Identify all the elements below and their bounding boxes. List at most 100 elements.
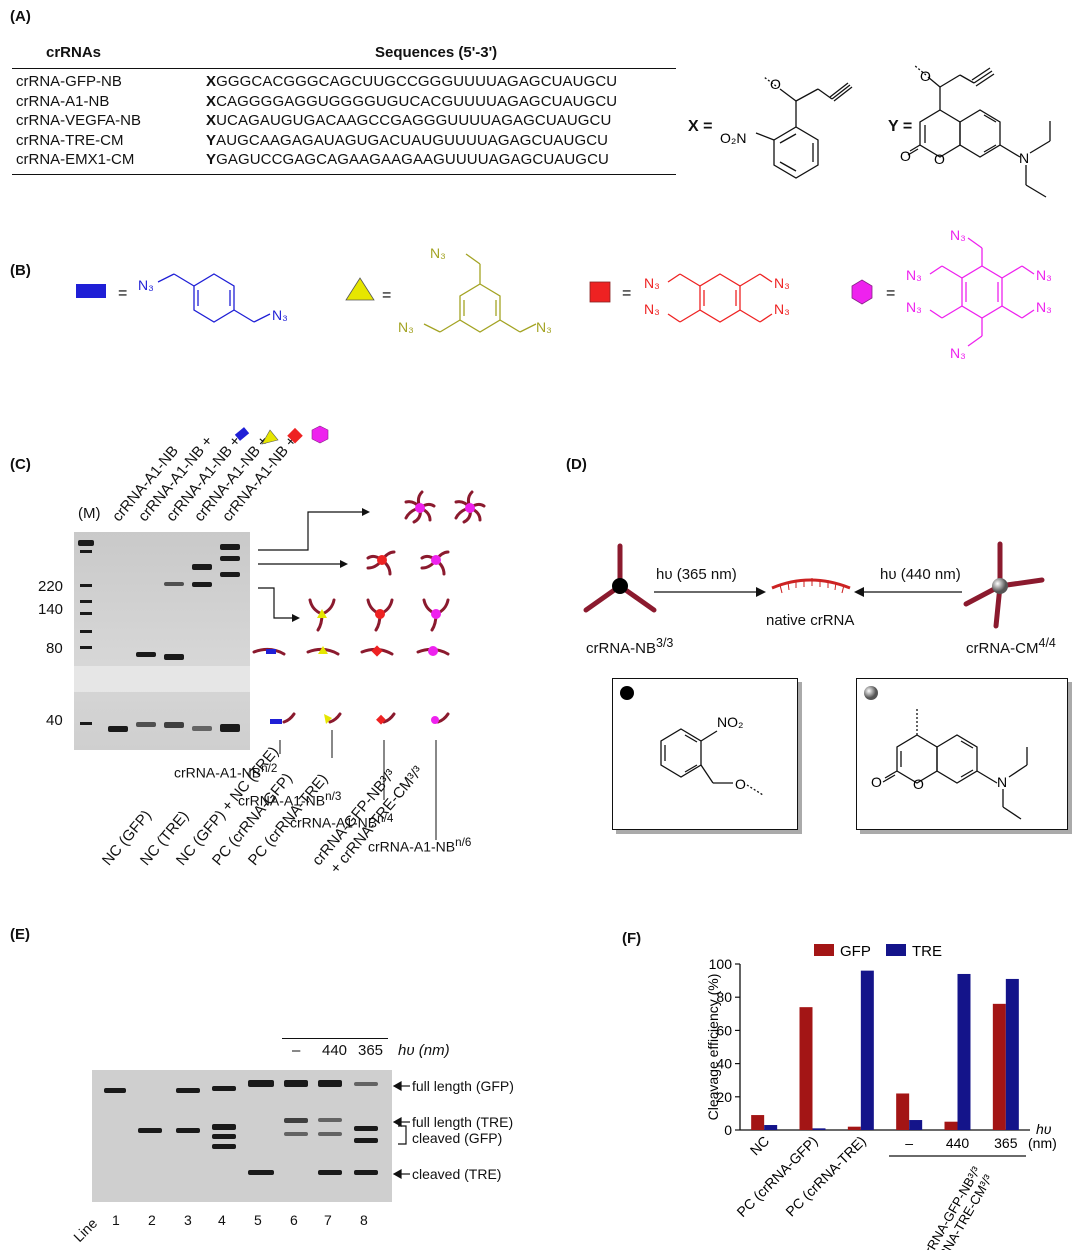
hexakis-azide-structure bbox=[929, 237, 1035, 347]
legend-swatch-tre bbox=[886, 944, 906, 956]
marker-80: 80 bbox=[46, 640, 63, 657]
table-row-name: crRNA-GFP-NB bbox=[16, 73, 122, 90]
band-arrows-e bbox=[392, 1080, 410, 1180]
bar-gfp bbox=[944, 1121, 958, 1130]
y-tick-label: 20 bbox=[716, 1089, 732, 1105]
group-rule-e bbox=[282, 1038, 388, 1039]
bar-gfp bbox=[847, 1126, 861, 1130]
bar-gfp bbox=[751, 1115, 765, 1130]
nitrobenzyl-box: NO₂ O bbox=[612, 678, 798, 830]
hv-440-label: hυ (440 nm) bbox=[880, 566, 961, 583]
svg-text:N₃: N₃ bbox=[906, 299, 922, 315]
hv-symbol: hυ bbox=[1036, 1121, 1052, 1137]
legend-swatch-gfp bbox=[814, 944, 834, 956]
line-label: Line bbox=[70, 1214, 101, 1246]
svg-text:N₃: N₃ bbox=[138, 277, 154, 293]
marker-220: 220 bbox=[38, 578, 64, 595]
hv-col-none: – bbox=[292, 1042, 301, 1059]
x-structure-nitrobenzyl: O O₂N bbox=[720, 76, 853, 179]
table-row-seq: YGAGUCCGAGCAGAAGAAGAAGUUUUAGAGCUAUGCU bbox=[206, 151, 609, 169]
svg-text:N₃: N₃ bbox=[398, 319, 414, 335]
two-arm-linker-symbol bbox=[76, 284, 106, 298]
assembly-diagram-c bbox=[252, 490, 486, 758]
svg-text:N₃: N₃ bbox=[644, 301, 660, 317]
line-number: 3 bbox=[184, 1212, 192, 1228]
species-label-n3: crRNA-A1-NBn/3 bbox=[238, 790, 342, 809]
lane-linker-symbols bbox=[234, 425, 329, 445]
ring-oxygen-label: O bbox=[934, 151, 945, 167]
crrna-sequences: XGGGCACGGGCAGCUUGCCGGGUUUUAGAGCUAUGCU XC… bbox=[206, 72, 617, 170]
panel-f-label: (F) bbox=[622, 930, 642, 947]
svg-text:N₃: N₃ bbox=[1036, 299, 1052, 315]
table-row-seq: YAUGCAAGAGAUAGUGACUAUGUUUUAGAGCUAUGCU bbox=[206, 131, 609, 149]
bis-azide-structure bbox=[157, 273, 271, 323]
line-number: 4 bbox=[218, 1212, 226, 1228]
svg-text:N₃: N₃ bbox=[1036, 267, 1052, 283]
bar-tre bbox=[860, 970, 874, 1130]
band-label-full-tre: full length (TRE) bbox=[412, 1114, 514, 1130]
three-arm-linker-symbol bbox=[345, 277, 375, 301]
nitrogen-label: N bbox=[1019, 150, 1029, 166]
species-label-n6: crRNA-A1-NBn/6 bbox=[368, 836, 472, 855]
gel-bands-e bbox=[104, 1080, 378, 1175]
hv-category-label: 365 bbox=[994, 1135, 1018, 1151]
band-label-cleaved-gfp: cleaved (GFP) bbox=[412, 1130, 503, 1146]
svg-text:N₃: N₃ bbox=[950, 228, 966, 243]
line-number: 2 bbox=[148, 1212, 156, 1228]
crrna-cm-label: crRNA-CM4/4 bbox=[966, 636, 1056, 657]
species-label-n2: crRNA-A1-NBn/2 bbox=[174, 762, 278, 781]
x-equals: X = bbox=[688, 118, 713, 135]
linker-structures: = N₃ N₃ = N₃ N₃ N₃ = bbox=[76, 228, 1052, 361]
svg-text:O: O bbox=[735, 776, 746, 792]
panel-b-label: (B) bbox=[10, 262, 31, 279]
svg-text:NO₂: NO₂ bbox=[717, 714, 743, 730]
gel-image-c bbox=[74, 532, 250, 750]
table-row-seq: XUCAGAUGUGACAAGCCGAGGGUUUUAGAGCUAUGCU bbox=[206, 112, 612, 130]
hv-unit-e: hυ (nm) bbox=[398, 1042, 450, 1059]
category-label: PC (crRNA-GFP) bbox=[733, 1133, 820, 1220]
y-tick-label: 0 bbox=[724, 1122, 732, 1138]
table-row-seq: XCAGGGGAGGUGGGGUGUCACGUUUUAGAGCUAUGCU bbox=[206, 92, 618, 110]
panel-a-label: (A) bbox=[10, 8, 31, 25]
nitro-label: O₂N bbox=[720, 130, 746, 146]
table-row-name: crRNA-EMX1-CM bbox=[16, 151, 135, 169]
line-number: 7 bbox=[324, 1212, 332, 1228]
hv-col-365: 365 bbox=[358, 1042, 384, 1059]
panel-c-label: (C) bbox=[10, 456, 31, 473]
coumarin-box: O O N bbox=[856, 678, 1068, 830]
oxygen-label: O bbox=[920, 68, 931, 84]
y-structure-coumarin: O O O N bbox=[900, 64, 1051, 198]
svg-text:N₃: N₃ bbox=[430, 245, 446, 261]
hv-col-440: 440 bbox=[322, 1042, 348, 1059]
table-bottom-rule bbox=[12, 174, 676, 175]
hv-category-label: 440 bbox=[946, 1135, 970, 1151]
lane-label-marker: (M) bbox=[78, 505, 101, 522]
line-number: 5 bbox=[254, 1212, 262, 1228]
line-number: 8 bbox=[360, 1212, 368, 1228]
svg-text:=: = bbox=[382, 287, 391, 304]
bar-tre bbox=[1005, 978, 1019, 1130]
svg-text:N: N bbox=[997, 774, 1007, 790]
equals-sign: = bbox=[118, 285, 127, 302]
svg-text:=: = bbox=[622, 285, 631, 302]
svg-text:O: O bbox=[913, 776, 924, 792]
gel-image-e bbox=[92, 1070, 392, 1202]
six-arm-linker-symbol bbox=[851, 279, 873, 305]
y-tick-label: 80 bbox=[716, 989, 732, 1005]
four-arm-linker-symbol bbox=[589, 281, 611, 303]
y-equals: Y = bbox=[888, 118, 913, 135]
marker-140: 140 bbox=[38, 601, 64, 618]
bar-gfp bbox=[896, 1093, 910, 1130]
bar-tre bbox=[764, 1125, 778, 1130]
svg-text:N₃: N₃ bbox=[272, 307, 288, 323]
table-row-name: crRNA-VEGFA-NB bbox=[16, 112, 142, 130]
table-row-name: crRNA-TRE-CM bbox=[16, 131, 124, 149]
oxygen-label: O bbox=[770, 76, 781, 92]
black-dot-icon bbox=[620, 686, 634, 700]
tetrakis-azide-structure bbox=[667, 273, 773, 323]
table-top-rule bbox=[12, 68, 676, 69]
y-tick-label: 40 bbox=[716, 1056, 732, 1072]
line-number: 6 bbox=[290, 1212, 298, 1228]
table-row-seq: XGGGCACGGGCAGCUUGCCGGGUUUUAGAGCUAUGCU bbox=[206, 73, 618, 90]
y-tick-label: 60 bbox=[716, 1022, 732, 1038]
